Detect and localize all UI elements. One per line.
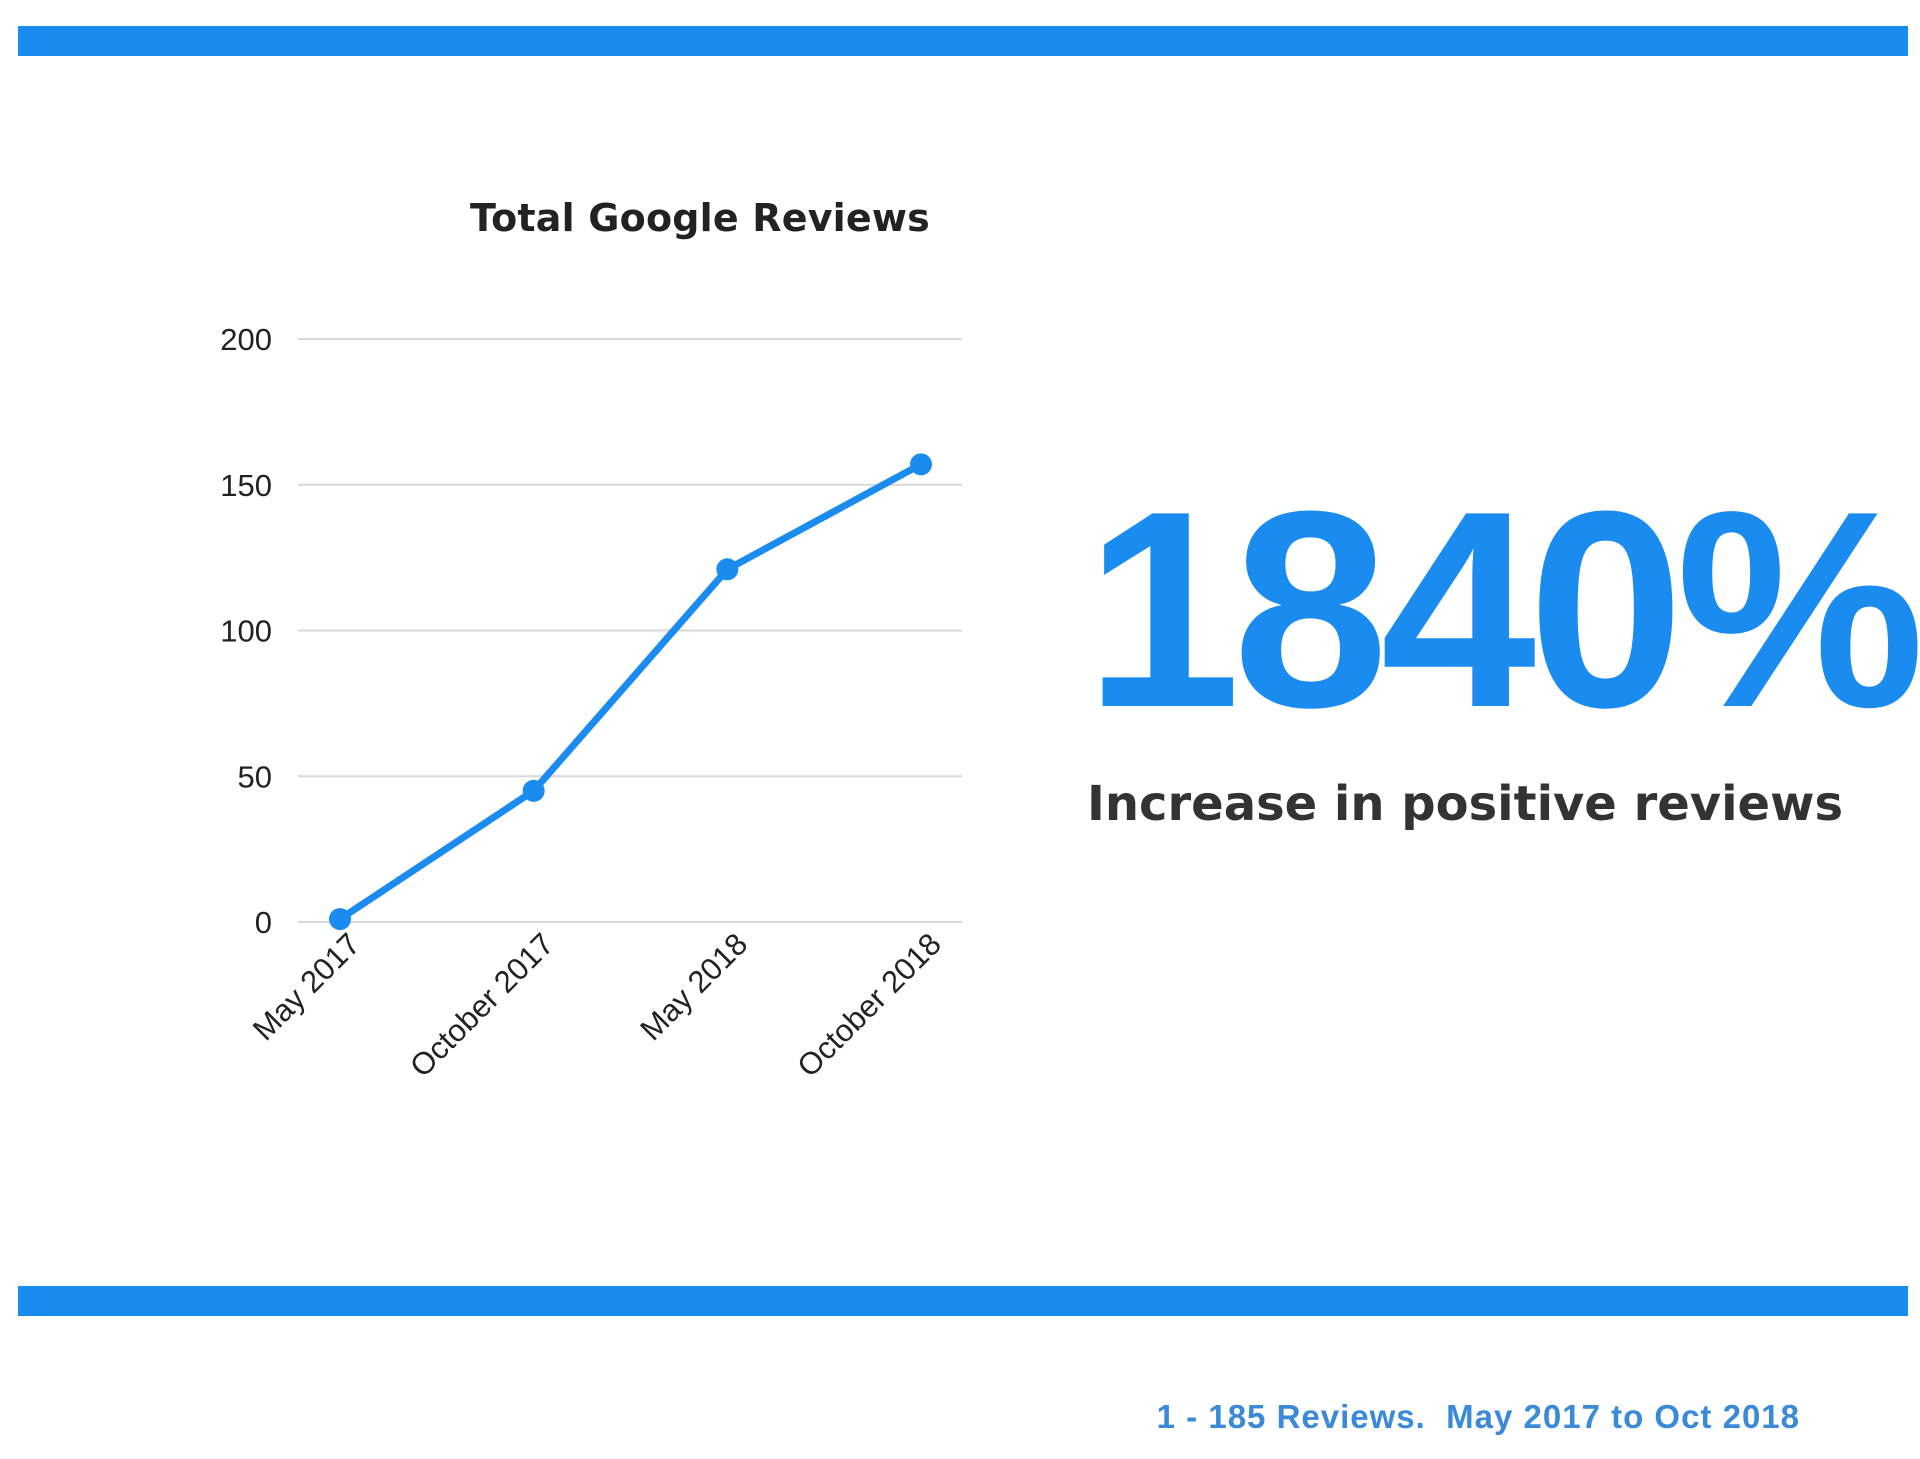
data-points [329, 453, 932, 931]
x-tick-label: May 2018 [633, 926, 754, 1047]
y-tick-label: 100 [220, 614, 272, 649]
y-tick-label: 150 [220, 468, 272, 503]
y-tick-label: 200 [220, 322, 272, 357]
series-line-layer [336, 460, 925, 923]
data-point [329, 908, 351, 931]
headline-caption: Increase in positive reviews [1086, 776, 1844, 832]
top-accent-bar [18, 26, 1908, 56]
series-line [336, 460, 925, 923]
x-tick-label: October 2017 [403, 926, 561, 1084]
data-point [522, 779, 545, 802]
headline-stat: 1840% [1085, 454, 1920, 766]
x-tick-label: October 2018 [790, 926, 948, 1084]
chart-title: Total Google Reviews [470, 196, 930, 240]
x-axis-ticks: May 2017 October 2017 May 2018 October 2018 [246, 926, 948, 1084]
footnote-text: 1 - 185 Reviews. May 2017 to Oct 2018 [1156, 1398, 1800, 1435]
bottom-accent-bar [18, 1286, 1908, 1316]
x-tick-label: May 2017 [246, 926, 367, 1047]
data-point [716, 558, 739, 581]
data-point [910, 453, 932, 476]
y-axis-ticks: 0 50 100 150 200 [220, 322, 272, 940]
gridlines [298, 338, 962, 923]
y-tick-label: 50 [238, 759, 272, 794]
y-tick-label: 0 [255, 905, 272, 940]
